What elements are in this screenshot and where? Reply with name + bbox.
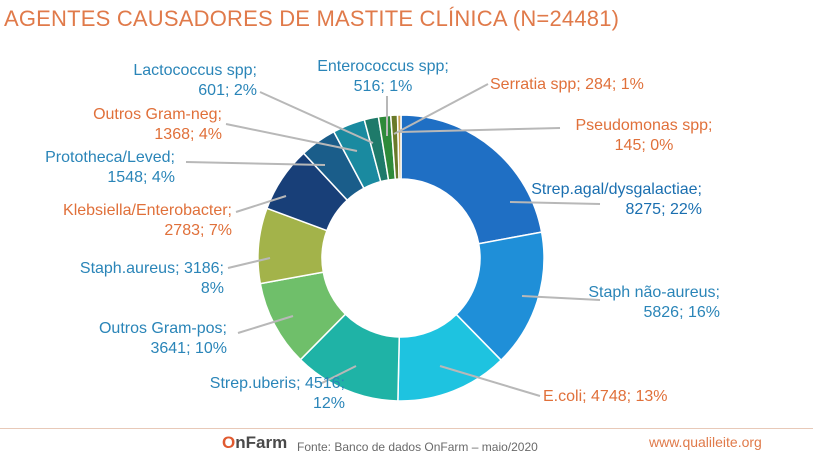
chart-title: AGENTES CAUSADORES DE MASTITE CLÍNICA (N… (4, 6, 620, 31)
label-lactococcus-spp: Lactococcus spp; 601; 2% (133, 62, 257, 99)
leader-line-staph-n-o-aureus (521, 295, 601, 301)
label-strep-uberis: Strep.uberis; 4516; 12% (210, 375, 345, 412)
label-strep-agal-dysgalactiae: Strep.agal/dysgalactiae; 8275; 22% (531, 181, 702, 218)
leader-line-prototheca-leved (185, 161, 326, 166)
label-klebsiella-enterobacter: Klebsiella/Enterobacter; 2783; 7% (63, 202, 232, 239)
label-staph-n-o-aureus: Staph não-aureus; 5826; 16% (588, 284, 720, 321)
leader-line-strep-uberis (319, 365, 357, 385)
leader-line-outros-gram-neg (225, 123, 358, 152)
footer-divider (0, 428, 813, 429)
label-staph-aureus: Staph.aureus; 3186; 8% (80, 260, 224, 297)
onfarm-logo: OnFarm (222, 433, 288, 452)
leader-line-e-coli (439, 365, 541, 397)
website-link[interactable]: www.qualileite.org (649, 434, 762, 450)
leader-line-strep-agal-dysgalactiae (509, 201, 601, 205)
donut-chart: Strep.agal/dysgalactiae; 8275; 22% Staph n… (45, 58, 720, 412)
leader-line-klebsiella-enterobacter (235, 195, 287, 213)
label-serratia-spp: Serratia spp; 284; 1% (490, 76, 644, 93)
slice-strep-agal-dysgalactiae (400, 114, 543, 245)
label-e-coli: E.coli; 4748; 13% (543, 388, 668, 405)
label-prototheca-leved: Prototheca/Leved; 1548; 4% (45, 149, 175, 186)
leader-line-pseudomonas-spp (399, 127, 561, 133)
leader-line-lactococcus-spp (259, 91, 374, 144)
label-outros-gram-pos: Outros Gram-pos; 3641; 10% (99, 320, 227, 357)
leader-line-serratia-spp (393, 83, 489, 135)
label-pseudomonas-spp: Pseudomonas spp; 145; 0% (576, 117, 713, 154)
leader-line-staph-aureus (227, 257, 271, 269)
label-outros-gram-neg: Outros Gram-neg; 1368; 4% (93, 106, 222, 143)
label-enterococcus-spp: Enterococcus spp; 516; 1% (317, 58, 449, 95)
leader-line-outros-gram-pos (237, 315, 294, 334)
source-note: Fonte: Banco de dados OnFarm – maio/2020 (297, 440, 538, 454)
